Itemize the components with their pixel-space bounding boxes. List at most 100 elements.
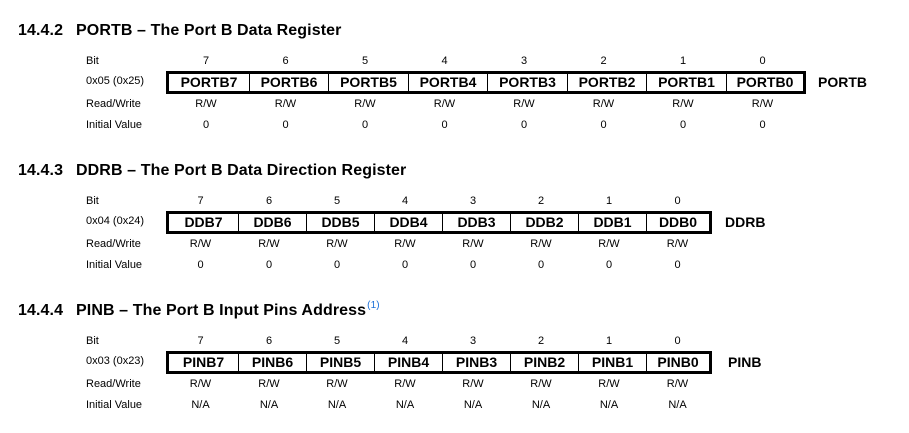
bit-field: PORTB1 (646, 74, 726, 91)
bit-field: PINB1 (578, 354, 646, 371)
access-value: R/W (189, 238, 212, 250)
initial-value-label: Initial Value (86, 119, 143, 131)
bit-label: Bit (86, 335, 99, 347)
bit-number: 6 (265, 195, 273, 207)
bit-field: PINB4 (374, 354, 442, 371)
access-value: R/W (462, 238, 484, 250)
bit-number: 1 (605, 195, 613, 207)
bit-number: 3 (520, 55, 528, 67)
initial-row: 0 0 0 0 0 0 0 0 (166, 259, 712, 271)
register-address: 0x04 (0x24) (86, 215, 145, 227)
bit-number: 4 (401, 335, 409, 347)
initial-value: N/A (259, 399, 279, 411)
section-title: DDRB – The Port B Data Direction Registe… (76, 162, 407, 179)
initial-value: N/A (191, 399, 210, 411)
bit-field: PORTB5 (328, 74, 408, 91)
bit-number: 0 (759, 55, 766, 67)
register-name: PORTB (818, 74, 867, 90)
initial-value: 0 (197, 259, 204, 271)
initial-value: 0 (759, 119, 766, 131)
initial-value: N/A (668, 399, 687, 411)
bit-field: DDB7 (184, 214, 223, 230)
bit-number: 2 (537, 195, 545, 207)
access-value: R/W (274, 98, 297, 110)
read-write-label: Read/Write (86, 378, 141, 390)
access-value: R/W (592, 98, 615, 110)
access-value: R/W (598, 238, 620, 250)
access-value: R/W (258, 238, 280, 250)
section-ddrb: 14.4.3 DDRB – The Port B Data Direction R… (0, 140, 909, 280)
access-value: R/W (326, 378, 348, 390)
read-write-label: Read/Write (86, 98, 141, 110)
bit-number: 3 (469, 195, 477, 207)
initial-value: N/A (599, 399, 619, 411)
initial-row: N/A N/A N/A N/A N/A N/A N/A N/A (166, 399, 712, 411)
bit-number: 2 (537, 335, 545, 347)
register-portb: PORTB7 PORTB6 PORTB5 PORTB4 PORTB3 PORTB… (166, 71, 806, 94)
bit-field: PORTB3 (487, 74, 567, 91)
bit-number: 5 (361, 55, 369, 67)
access-value: R/W (195, 98, 217, 110)
access-value: R/W (394, 378, 416, 390)
bit-label: Bit (86, 55, 99, 67)
initial-value: 0 (401, 259, 409, 271)
initial-value: 0 (679, 119, 687, 131)
bit-field: DDB5 (306, 214, 374, 231)
initial-value: 0 (202, 119, 210, 131)
section-heading: 14.4.3 DDRB – The Port B Data Direction R… (18, 160, 407, 180)
initial-value: 0 (674, 259, 681, 271)
access-value: R/W (258, 378, 280, 390)
initial-value-label: Initial Value (86, 259, 143, 271)
bit-field: PORTB6 (249, 74, 328, 91)
bit-field: DDB4 (374, 214, 442, 231)
bit-numbers: 7 6 5 4 3 2 1 0 (166, 195, 712, 207)
access-value: R/W (530, 238, 552, 250)
initial-value: N/A (463, 399, 483, 411)
bit-numbers: 7 6 5 4 3 2 1 0 (166, 335, 712, 347)
bit-number: 2 (600, 55, 607, 67)
initial-value: 0 (282, 119, 289, 131)
footnote-ref[interactable]: (1) (367, 300, 380, 311)
access-value: R/W (666, 238, 689, 250)
bit-field: PINB0 (646, 354, 709, 371)
bit-numbers: 7 6 5 4 3 2 1 0 (166, 55, 802, 67)
initial-value: N/A (395, 399, 415, 411)
access-value: R/W (462, 378, 484, 390)
access-value: R/W (433, 98, 456, 110)
initial-value: 0 (469, 259, 477, 271)
section-title: PINB – The Port B Input Pins Address (76, 302, 367, 319)
initial-value: N/A (327, 399, 347, 411)
access-value: R/W (354, 98, 376, 110)
bit-field: PORTB4 (408, 74, 487, 91)
bit-field: PINB6 (238, 354, 306, 371)
access-row: R/W R/W R/W R/W R/W R/W R/W R/W (166, 98, 802, 110)
bit-number: 0 (674, 195, 681, 207)
initial-value: 0 (441, 119, 448, 131)
section-number: 14.4.2 (18, 22, 64, 39)
access-value: R/W (751, 98, 774, 110)
bit-field: PORTB0 (726, 74, 803, 91)
bit-number: 7 (197, 195, 204, 207)
initial-value: 0 (265, 259, 273, 271)
section-number: 14.4.3 (18, 162, 64, 179)
bit-field: PINB7 (182, 354, 225, 370)
bit-field: PINB2 (510, 354, 578, 371)
bit-number: 6 (265, 335, 273, 347)
section-portb: 14.4.2 PORTB – The Port B Data Register B… (0, 0, 909, 140)
read-write-label: Read/Write (86, 238, 141, 250)
initial-value: 0 (520, 119, 528, 131)
bit-number: 4 (401, 195, 409, 207)
bit-field: PORTB7 (180, 74, 238, 90)
access-value: R/W (326, 238, 348, 250)
initial-value: 0 (605, 259, 613, 271)
access-value: R/W (189, 378, 212, 390)
bit-number: 3 (469, 335, 477, 347)
bit-field: PORTB2 (567, 74, 646, 91)
register-name: PINB (728, 354, 762, 370)
section-number: 14.4.4 (18, 302, 64, 319)
register-address: 0x05 (0x25) (86, 75, 145, 87)
bit-field: DDB3 (442, 214, 510, 231)
bit-number: 1 (605, 335, 613, 347)
bit-label: Bit (86, 195, 99, 207)
bit-field: PINB3 (442, 354, 510, 371)
